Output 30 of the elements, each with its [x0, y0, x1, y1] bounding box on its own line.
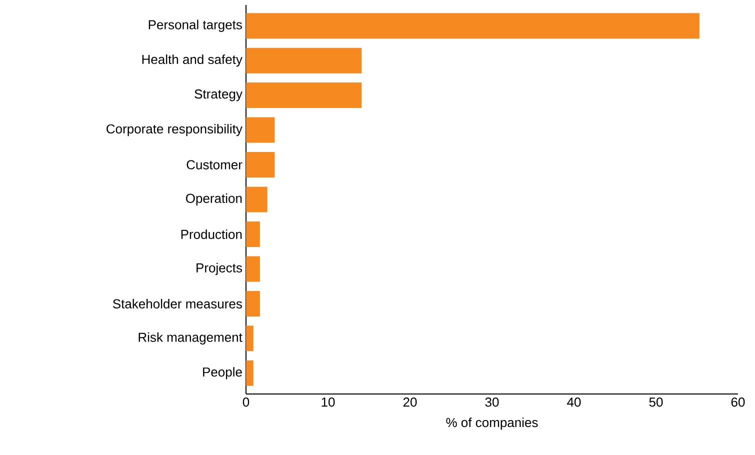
- x-tick-label: 30: [485, 398, 499, 407]
- bar: [246, 13, 700, 39]
- y-tick-label: Risk management: [138, 332, 242, 344]
- bar: [246, 48, 362, 74]
- x-tick-label: 40: [567, 398, 581, 407]
- bar: [246, 290, 260, 316]
- bar: [246, 82, 362, 108]
- bar: [246, 186, 268, 212]
- y-tick-label: Personal targets: [148, 20, 242, 32]
- x-tick-label: 60: [731, 398, 745, 407]
- y-tick-label: Corporate responsibility: [106, 124, 242, 136]
- x-tick-label: 20: [403, 398, 417, 407]
- x-tick-label: 0: [242, 398, 250, 407]
- y-tick-label: People: [203, 367, 242, 380]
- y-tick-label: Operation: [186, 193, 242, 206]
- x-tick-label: 10: [322, 398, 335, 407]
- y-tick-label: Production: [181, 229, 242, 239]
- bar: [246, 360, 254, 386]
- y-tick-label: Health and safety: [142, 54, 242, 67]
- y-tick-label: Strategy: [194, 89, 242, 102]
- y-tick-label: Customer: [186, 160, 242, 170]
- x-axis-title: % of companies: [446, 418, 538, 430]
- bar: [246, 221, 260, 247]
- x-tick-label: 50: [649, 398, 663, 407]
- bar: [246, 256, 260, 282]
- y-tick-label: Projects: [196, 262, 242, 276]
- y-tick-label: Stakeholder measures: [113, 298, 242, 308]
- bar: [246, 152, 275, 178]
- bar: [246, 326, 254, 352]
- bar: [246, 117, 275, 143]
